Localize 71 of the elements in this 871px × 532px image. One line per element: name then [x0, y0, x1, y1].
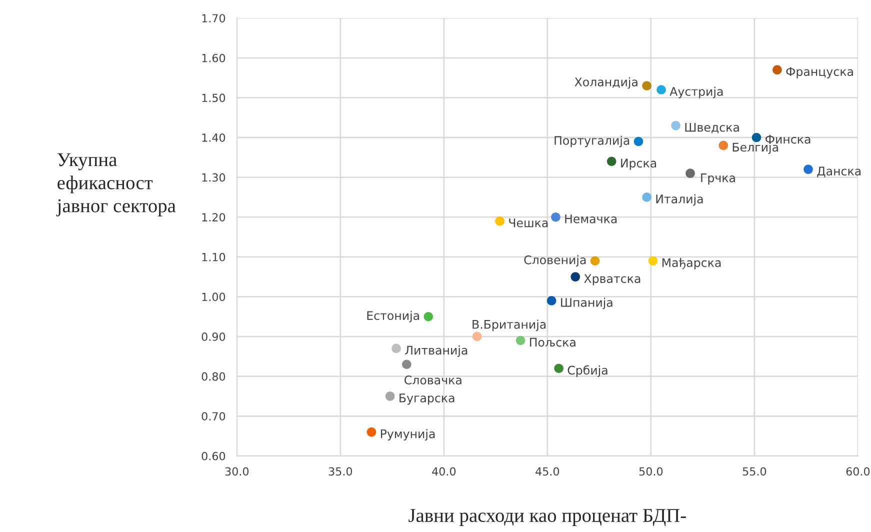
series-label: Шведска	[685, 122, 739, 134]
series-label: Естонија	[367, 310, 419, 322]
point	[570, 272, 580, 282]
series-label: Шпанија	[561, 298, 612, 310]
x-tick-label: 55.0	[742, 467, 766, 476]
y-tick-label: 1.30	[202, 173, 226, 182]
point	[516, 336, 526, 346]
series-label: Финска	[766, 134, 810, 144]
series-label: Италија	[656, 194, 703, 206]
series-label: Србија	[568, 365, 608, 377]
point	[772, 65, 782, 74]
series-label: Словачка	[404, 376, 462, 384]
y-tick-label: 1.20	[202, 213, 226, 222]
y-tick-label: 1.00	[202, 292, 226, 302]
point	[686, 168, 695, 178]
point	[804, 164, 813, 174]
series-label: Хрватска	[584, 274, 640, 286]
y-axis-title: Укупна ефикасност јавног сектора	[56, 153, 176, 216]
y-tick-label: 1.70	[202, 14, 226, 22]
series-label: Румунија	[380, 429, 435, 441]
series-label: Француска	[786, 67, 853, 78]
y-tick-label: 0.80	[202, 372, 226, 381]
series-label: Ирска	[621, 158, 656, 170]
point	[366, 427, 376, 437]
y-tick-label: 1.50	[202, 94, 226, 102]
x-tick-label: 50.0	[639, 467, 663, 476]
series-label: Португалија	[554, 136, 630, 148]
series-label: Аустрија	[670, 86, 723, 98]
y-tick-label: 0.90	[202, 332, 226, 341]
point	[385, 392, 395, 401]
x-axis-title: Јавни расходи као проценат БДП-	[408, 509, 686, 526]
point	[472, 332, 482, 342]
x-tick-label: 30.0	[225, 467, 249, 476]
x-tick-label: 60.0	[846, 467, 870, 476]
point	[648, 256, 658, 266]
point	[642, 81, 652, 90]
series-label: В.Британија	[472, 320, 546, 332]
y-tick-label: 1.40	[202, 133, 226, 142]
series-label: Литванија	[405, 346, 468, 357]
series-label: Грчка	[701, 174, 735, 185]
series-label: Чешка	[509, 218, 548, 228]
point	[656, 85, 666, 94]
x-tick-label: 40.0	[432, 467, 456, 476]
y-tick-label: 0.60	[202, 452, 226, 460]
point	[590, 256, 600, 266]
series-label: Бугарска	[400, 394, 454, 405]
series-label: Холандија	[574, 77, 638, 89]
y-tick-label: 0.70	[202, 412, 226, 420]
series-label: Пољска	[530, 338, 576, 347]
series-label: Мађарска	[662, 258, 721, 270]
y-tick-label: 1.10	[202, 252, 226, 262]
point	[551, 212, 560, 222]
point	[424, 312, 434, 322]
x-tick-label: 35.0	[328, 467, 352, 476]
point	[554, 364, 564, 374]
point	[495, 216, 504, 226]
point	[546, 296, 556, 306]
point	[718, 140, 728, 150]
point	[642, 192, 652, 202]
point	[671, 120, 680, 130]
point	[752, 132, 762, 142]
y-tick-label: 1.60	[202, 54, 226, 62]
series-label: Немачка	[565, 214, 617, 224]
point	[634, 136, 644, 146]
point	[402, 360, 412, 370]
x-tick-label: 45.0	[536, 467, 560, 476]
point	[606, 156, 616, 166]
series-label: Белгија	[732, 142, 778, 154]
series-label: Данска	[817, 166, 861, 178]
point	[392, 344, 401, 354]
series-label: Словенија	[524, 255, 586, 267]
